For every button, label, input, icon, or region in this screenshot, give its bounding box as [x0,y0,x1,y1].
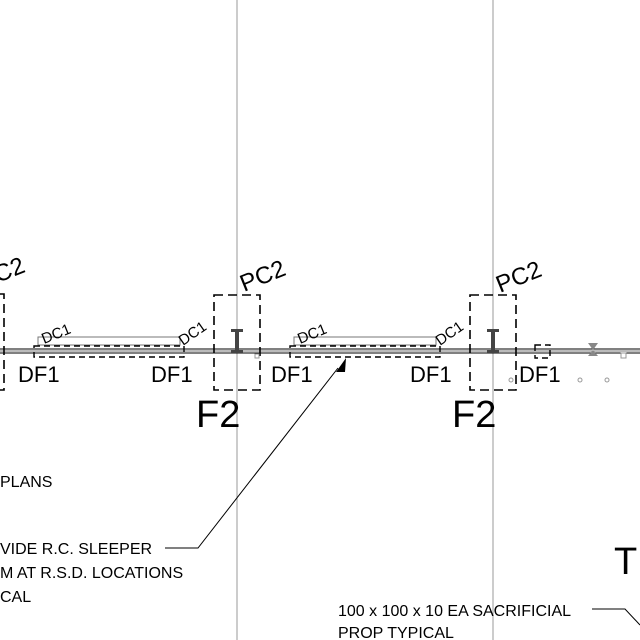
df1-footing-3 [534,344,551,359]
partial-title-right: TI [614,541,640,583]
dc1-strip-1 [37,336,181,346]
small-marks [254,352,627,383]
dc1-label-1: DC1 [39,321,73,348]
dc1-strip-2 [293,336,437,346]
support-marker-icon [588,343,598,356]
df1-footing-2 [289,345,441,358]
leader-prop [592,608,640,626]
note-sleeper-line3: CAL [0,589,31,606]
leader-arrowhead-icon [336,358,346,372]
pc2-label-1: PC2 [236,255,289,298]
df1-label-5: DF1 [519,362,561,387]
df1-label-3: DF1 [271,362,313,387]
pier-box-left-partial [0,293,5,391]
dc1-label-4: DC1 [433,318,467,349]
f2-label-2: F2 [452,394,496,436]
note-prop-line2: PROP TYPICAL [338,625,454,640]
column-symbol-1 [231,329,243,353]
note-sleeper-line1: VIDE R.C. SLEEPER [0,541,152,558]
df1-label-2: DF1 [151,362,193,387]
pier-box-1 [213,294,261,391]
note-prop-line1: 100 x 100 x 10 EA SACRIFICIAL [338,603,571,620]
pier-box-2 [469,294,517,391]
pc2-label-2: PC2 [492,256,545,299]
column-symbol-2 [487,329,499,353]
main-beam [0,348,640,354]
df1-label-4: DF1 [410,362,452,387]
note-sleeper-line2: M AT R.S.D. LOCATIONS [0,565,183,582]
dc1-label-2: DC1 [176,318,210,349]
df1-label-1: DF1 [18,362,60,387]
dc1-label-3: DC1 [295,321,329,348]
note-plans: PLANS [0,474,52,491]
pc2-label-partial: C2 [0,252,29,289]
df1-footing-1 [33,345,185,358]
leader-sleeper [165,367,339,549]
f2-label-1: F2 [196,394,240,436]
